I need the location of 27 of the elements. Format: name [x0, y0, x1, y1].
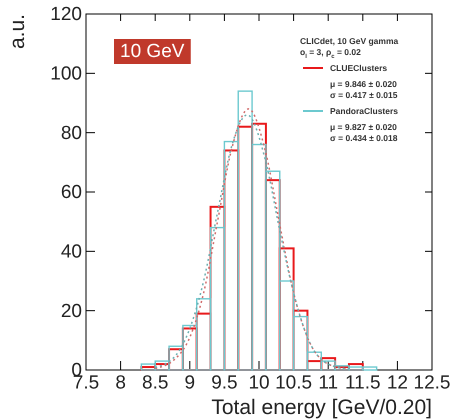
y-tick-label: 80: [60, 122, 82, 144]
y-tick-label: 60: [60, 182, 82, 204]
annotation: 10 GeV: [120, 41, 185, 62]
x-tick-label: 11.5: [345, 372, 381, 394]
x-axis-title: Total energy [GeV/0.20]: [211, 396, 432, 419]
x-tick-label: 10: [248, 372, 270, 394]
annotation: μ = 9.846 ± 0.020: [330, 79, 398, 89]
x-tick-label: 8: [115, 372, 126, 394]
x-tick-label: 10.5: [275, 372, 312, 394]
annotation: σ = 0.417 ± 0.015: [330, 90, 398, 100]
y-tick-label: 20: [60, 300, 82, 322]
x-tick-label: 12.5: [414, 372, 450, 394]
x-tick-label: 9: [184, 372, 196, 394]
x-tick-label: 11: [318, 372, 338, 394]
legend-label: PandoraClusters: [330, 106, 398, 116]
annotation: o$_{l}$ = 3, ρ$_{c}$ = 0.02: [300, 47, 362, 60]
y-tick-label: 120: [50, 4, 82, 26]
x-tick-label: 8.5: [142, 372, 168, 394]
legend-label: CLUEClusters: [330, 63, 388, 73]
y-tick-label: 100: [50, 63, 82, 84]
annotation: μ = 9.827 ± 0.020: [330, 122, 398, 132]
annotation: σ = 0.434 ± 0.018: [330, 133, 398, 143]
y-tick-label: 40: [60, 241, 82, 262]
x-tick-label: 12: [386, 372, 408, 394]
annotation: CLICdet, 10 GeV gamma: [300, 36, 399, 46]
x-tick-label: 9.5: [211, 372, 238, 394]
y-axis-title: a.u.: [6, 14, 29, 50]
